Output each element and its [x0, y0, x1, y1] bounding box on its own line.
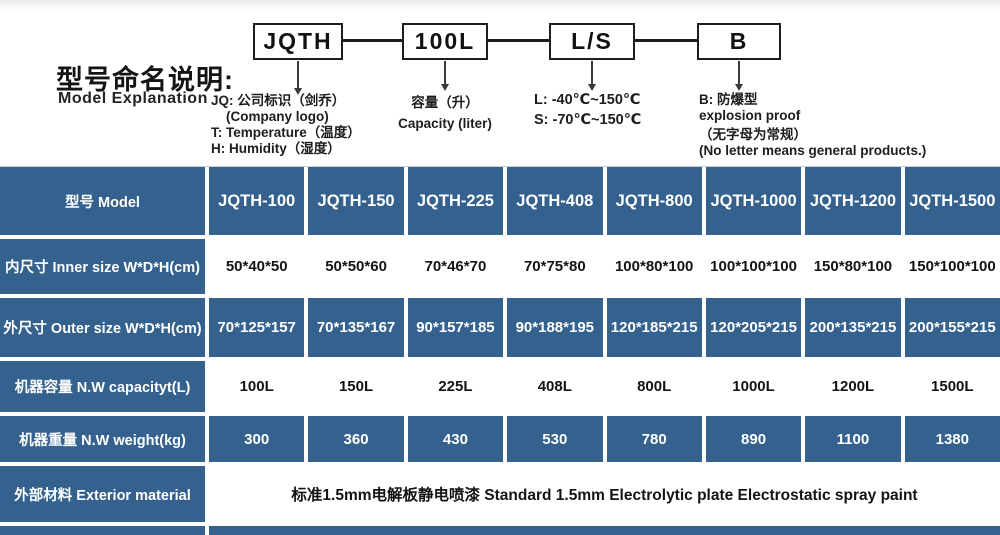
spec-value-cell: 300: [209, 416, 305, 462]
connector-line: [343, 39, 402, 42]
spec-value-cell: 1380: [904, 416, 1000, 462]
spec-value-cell: 1000L: [705, 361, 802, 412]
spec-value-cell: 530: [507, 416, 603, 462]
note-line: （无字母为常规）: [699, 127, 807, 142]
model-code-box-jqth: JQTH: [253, 23, 343, 60]
spec-value-cell: 1100: [805, 416, 901, 462]
spec-value-cell: 100*80*100: [606, 239, 702, 294]
model-column-header: JQTH-1000: [705, 167, 802, 235]
connector-line: [488, 39, 549, 42]
spec-value-cell: 120*185*215: [606, 298, 702, 357]
spec-value-cell: 890: [705, 416, 802, 462]
note-line: H: Humidity（湿度）: [211, 141, 341, 156]
spec-value-cell: 360: [308, 416, 404, 462]
spec-value-cell: 70*135*167: [308, 298, 404, 357]
diagram-title-zh: 型号命名说明:: [56, 65, 234, 95]
down-arrow-icon: [735, 61, 743, 91]
spec-value-cell: 1200L: [805, 361, 901, 412]
note-line: explosion proof: [699, 108, 801, 123]
spec-value-cell: 70*125*157: [209, 298, 305, 357]
model-column-header: JQTH-1200: [805, 167, 901, 235]
model-column-header: JQTH-408: [507, 167, 603, 235]
note-line: L: -40℃~150℃: [534, 92, 641, 108]
spec-value-cell: 150L: [308, 361, 404, 412]
spec-value-cell: 800L: [606, 361, 702, 412]
spec-row-label: 外尺寸 Outer size W*D*H(cm): [0, 298, 205, 357]
note-line: 容量（升）: [411, 95, 479, 110]
model-column-header: JQTH-800: [606, 167, 702, 235]
spec-value-cell: 225L: [407, 361, 504, 412]
spec-row-label: 机器重量 N.W weight(kg): [0, 416, 205, 462]
down-arrow-icon: [441, 61, 449, 91]
spec-value-cell: 50*50*60: [308, 239, 404, 294]
spec-value-cell: 150*100*100: [904, 239, 1000, 294]
spec-row-label: 内尺寸 Inner size W*D*H(cm): [0, 239, 205, 294]
model-column-header: JQTH-225: [407, 167, 504, 235]
spec-row-label: 机器容量 N.W capacityt(L): [0, 361, 205, 412]
note-capacity: 容量（升） Capacity (liter): [388, 92, 502, 134]
spec-value-cell: 200*155*215: [904, 298, 1000, 357]
spec-value-cell: 150*80*100: [805, 239, 901, 294]
spec-value-cell: 50*40*50: [209, 239, 305, 294]
note-temperature-range: L: -40℃~150℃ S: -70℃~150℃: [534, 90, 641, 130]
spec-value-cell: 100L: [209, 361, 305, 412]
spec-span-value: 标准1.5mm电解板静电喷漆 Standard 1.5mm Electrolyt…: [209, 466, 1000, 522]
note-line: B: 防爆型: [699, 92, 758, 107]
note-line: T: Temperature（温度）: [211, 125, 361, 140]
note-explosion-proof: B: 防爆型 explosion proof （无字母为常规） (No lett…: [699, 92, 926, 159]
model-code-box-100l: 100L: [402, 23, 488, 60]
down-arrow-icon: [294, 61, 302, 95]
spec-row-label: 外部材料 Exterior material: [0, 466, 205, 522]
note-company-code: JQ: 公司标识（剑乔） (Company logo) T: Temperatu…: [211, 93, 361, 157]
down-arrow-icon: [588, 61, 596, 91]
note-line: (Company logo): [226, 109, 329, 124]
model-header-label: 型号 Model: [0, 167, 205, 235]
model-column-header: JQTH-1500: [904, 167, 1000, 235]
model-column-header: JQTH-100: [209, 167, 305, 235]
spec-value-cell: 90*157*185: [407, 298, 504, 357]
model-code-box-ls: L/S: [549, 23, 635, 60]
spec-value-cell: 408L: [507, 361, 603, 412]
spec-value-cell: 780: [606, 416, 702, 462]
spec-value-cell: 200*135*215: [805, 298, 901, 357]
next-row-fragment-label: [0, 526, 205, 535]
model-column-header: JQTH-150: [308, 167, 404, 235]
spec-value-cell: 1500L: [904, 361, 1000, 412]
next-row-fragment-body: [209, 526, 1000, 535]
note-line: S: -70℃~150℃: [534, 112, 642, 128]
spec-value-cell: 70*75*80: [507, 239, 603, 294]
model-code-box-b: B: [697, 23, 781, 60]
note-line: (No letter means general products.): [699, 143, 927, 158]
spec-value-cell: 70*46*70: [407, 239, 504, 294]
connector-line: [635, 39, 697, 42]
spec-value-cell: 90*188*195: [507, 298, 603, 357]
spec-value-cell: 430: [407, 416, 504, 462]
diagram-title-en: Model Explanation: [58, 90, 208, 107]
model-naming-diagram: 型号命名说明: Model Explanation JQTH 100L L/S …: [0, 0, 1000, 166]
note-line: JQ: 公司标识（剑乔）: [211, 93, 346, 108]
spec-value-cell: 100*100*100: [705, 239, 802, 294]
spec-value-cell: 120*205*215: [705, 298, 802, 357]
specification-table: 型号 Model JQTH-100 JQTH-150 JQTH-225 JQTH-408…: [0, 166, 1000, 535]
note-line: Capacity (liter): [398, 116, 492, 131]
